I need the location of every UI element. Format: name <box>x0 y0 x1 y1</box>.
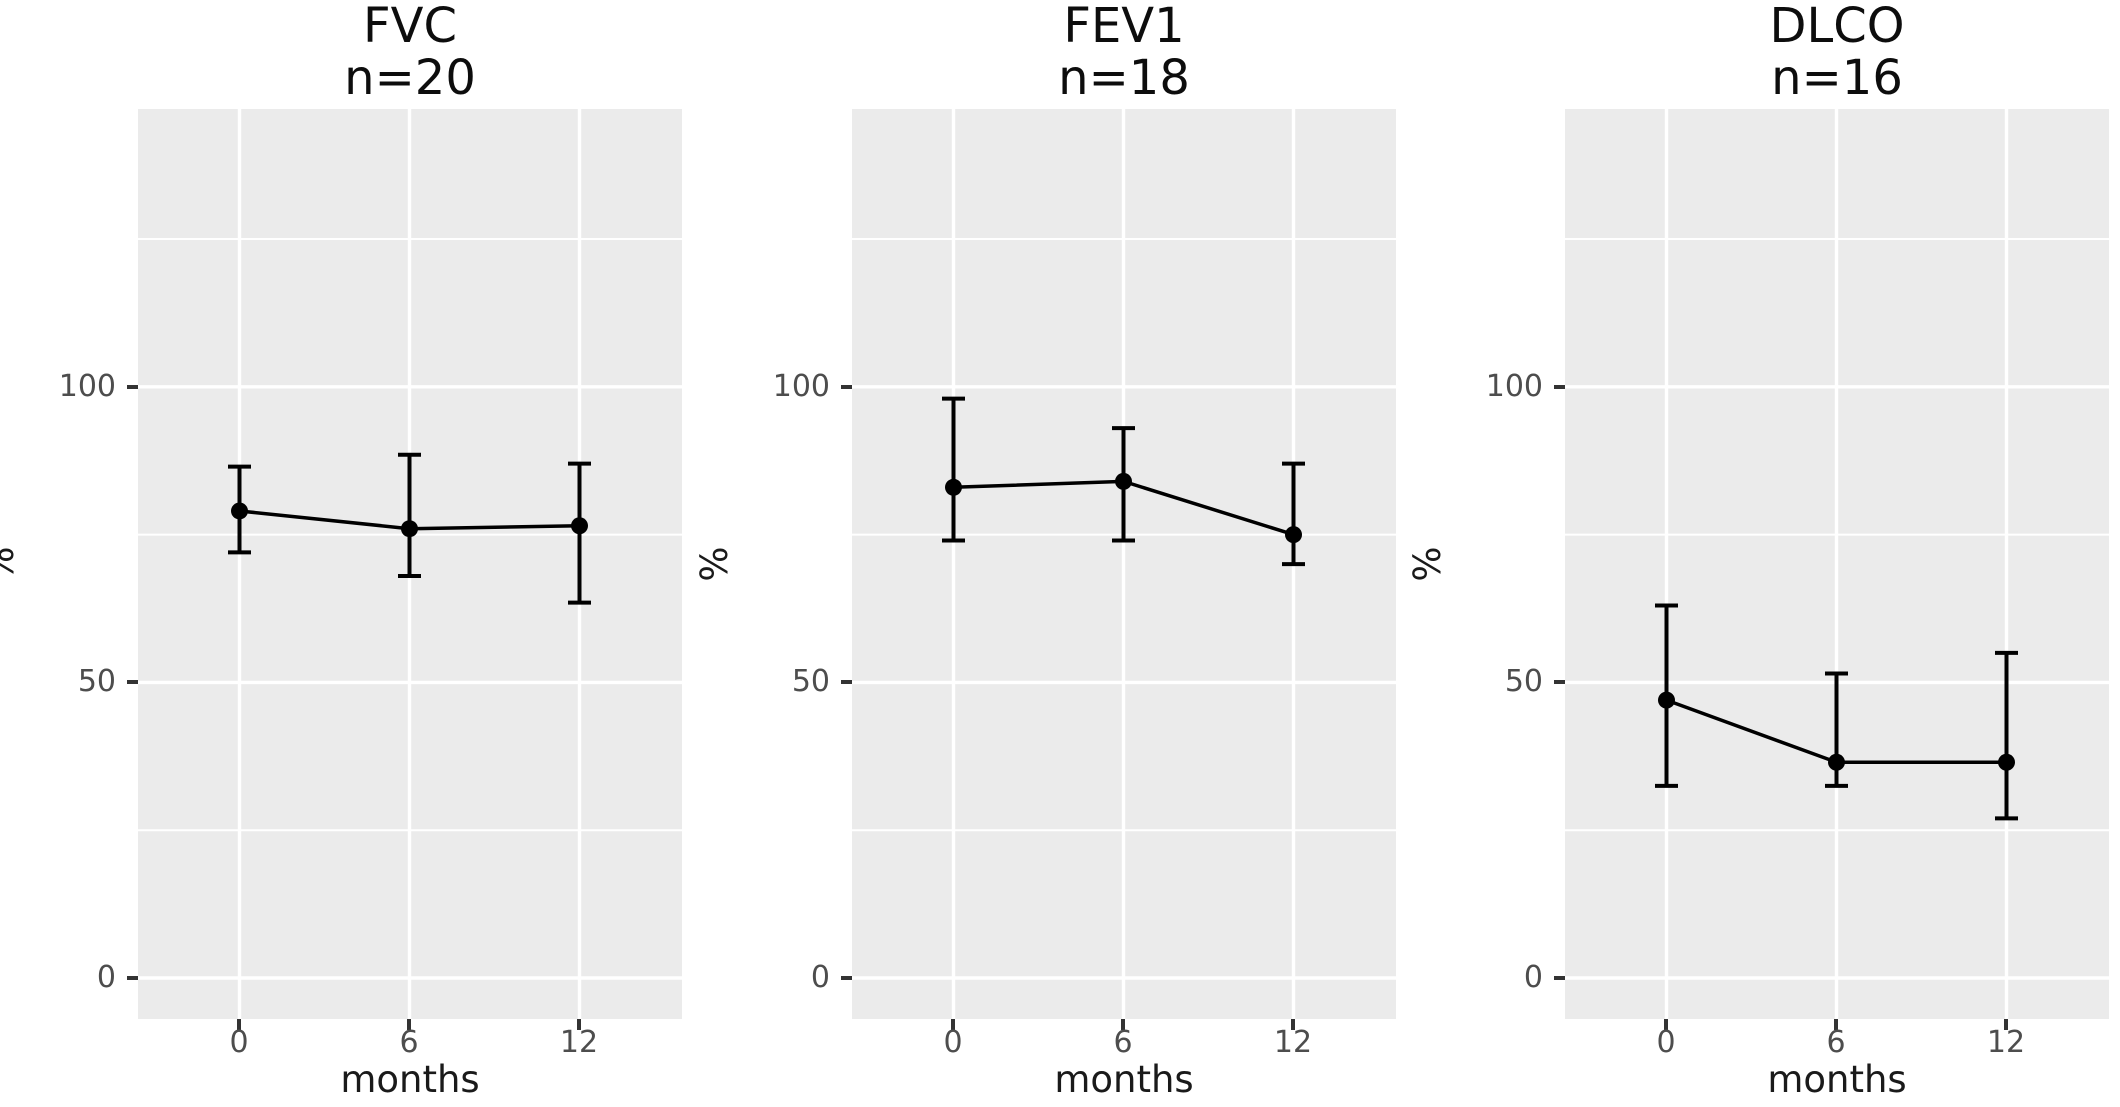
y-tick-label: 100 <box>772 369 830 404</box>
y-tick-label: 100 <box>1485 369 1543 404</box>
facet-panel-fvc: FVC n=20 % 100 50 0 0 6 12 months <box>0 0 682 1107</box>
data-point <box>231 502 248 520</box>
y-tick-label: 50 <box>1504 664 1543 699</box>
panel-subtitle-line: n=20 <box>344 50 476 106</box>
panel-subtitle-line: n=18 <box>1058 50 1190 106</box>
data-point <box>1828 753 1845 771</box>
x-tick-mark <box>237 1019 241 1030</box>
x-tick-mark <box>951 1019 955 1030</box>
data-point <box>571 517 588 535</box>
y-tick-label: 50 <box>791 664 830 699</box>
x-axis-title: months <box>340 1058 480 1101</box>
y-tick-mark <box>1554 976 1565 980</box>
data-point <box>1658 691 1675 709</box>
data-point <box>401 520 418 538</box>
plot-panel <box>1565 109 2109 1019</box>
y-tick-mark <box>127 976 138 980</box>
x-tick-label: 12 <box>1986 1025 2026 1060</box>
x-axis-title: months <box>1767 1058 1907 1101</box>
x-tick-mark <box>1121 1019 1125 1030</box>
panel-title-line: FVC <box>363 0 457 54</box>
panel-title: DLCO n=16 <box>1565 0 2109 104</box>
plot-panel <box>852 109 1396 1019</box>
x-tick-label: 0 <box>1656 1025 1676 1060</box>
x-tick-label: 0 <box>943 1025 963 1060</box>
data-point <box>1285 526 1302 544</box>
y-axis-title: % <box>0 542 22 586</box>
data-point <box>945 478 962 496</box>
x-tick-label: 6 <box>1826 1025 1846 1060</box>
y-tick-label: 50 <box>77 664 116 699</box>
y-tick-mark <box>841 976 852 980</box>
panel-title: FVC n=20 <box>138 0 682 104</box>
x-tick-mark <box>2004 1019 2008 1030</box>
facet-panel-fev1: FEV1 n=18 % 100 50 0 0 6 12 months <box>693 0 1396 1107</box>
x-tick-mark <box>407 1019 411 1030</box>
x-tick-mark <box>577 1019 581 1030</box>
x-tick-label: 6 <box>1113 1025 1133 1060</box>
y-tick-mark <box>841 680 852 684</box>
panel-title-line: FEV1 <box>1063 0 1185 54</box>
y-tick-mark <box>127 680 138 684</box>
x-tick-label: 6 <box>399 1025 419 1060</box>
panel-title: FEV1 n=18 <box>852 0 1396 104</box>
y-tick-mark <box>1554 385 1565 389</box>
data-point <box>1115 472 1132 490</box>
y-axis-title: % <box>692 546 736 582</box>
x-tick-mark <box>1664 1019 1668 1030</box>
x-tick-mark <box>1834 1019 1838 1030</box>
x-tick-label: 12 <box>559 1025 599 1060</box>
y-tick-label: 100 <box>58 369 116 404</box>
y-tick-mark <box>841 385 852 389</box>
x-tick-mark <box>1291 1019 1295 1030</box>
y-tick-label: 0 <box>96 960 116 995</box>
panel-subtitle-line: n=16 <box>1771 50 1903 106</box>
y-tick-mark <box>127 385 138 389</box>
x-tick-label: 12 <box>1273 1025 1313 1060</box>
y-tick-mark <box>1554 680 1565 684</box>
y-tick-label: 0 <box>1523 960 1543 995</box>
x-axis-title: months <box>1054 1058 1194 1101</box>
x-tick-label: 0 <box>229 1025 249 1060</box>
y-tick-label: 0 <box>810 960 830 995</box>
facet-panel-dlco: DLCO n=16 % 100 50 0 0 6 12 months <box>1406 0 2109 1107</box>
data-point <box>1998 753 2015 771</box>
chart-canvas <box>852 109 1396 1019</box>
plot-panel <box>138 109 682 1019</box>
y-axis-title: % <box>1405 546 1449 582</box>
chart-canvas <box>138 109 682 1019</box>
panel-title-line: DLCO <box>1769 0 1905 54</box>
chart-canvas <box>1565 109 2109 1019</box>
